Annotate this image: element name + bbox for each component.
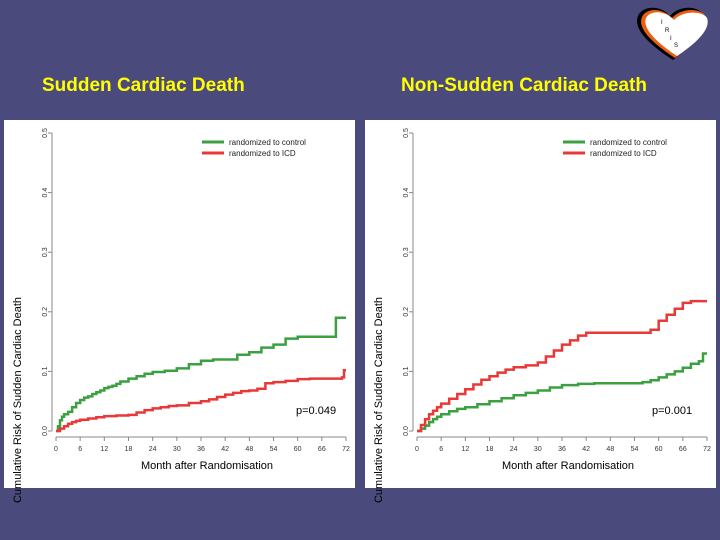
y-tick-label: 0.3 xyxy=(42,247,49,257)
chart-panel-sudden: 0.0 0.1 0.2 0.3 0.4 0.5 0 6 12 18 24 30 36 42 48 54 60 66… xyxy=(4,120,355,503)
legend-label: randomized to control xyxy=(229,138,306,147)
y-tick-label: 0.1 xyxy=(42,366,49,376)
legend-label: randomized to ICD xyxy=(229,149,296,158)
x-tick-label: 54 xyxy=(631,446,639,453)
chart-title-non-sudden: Non-Sudden Cardiac Death xyxy=(401,75,647,96)
y-tick-label: 0.3 xyxy=(403,247,410,257)
chart-title-sudden: Sudden Cardiac Death xyxy=(42,75,245,96)
x-axis-label: Month after Randomisation xyxy=(501,460,635,472)
logo-heart-white xyxy=(645,12,708,56)
logo-letter-4: S xyxy=(674,43,678,49)
y-tick-label: 0.4 xyxy=(42,188,49,198)
y-tick-label: 0.2 xyxy=(403,307,410,317)
series-line-control xyxy=(56,316,346,433)
x-tick-label: 60 xyxy=(294,446,302,453)
x-tick-label: 12 xyxy=(461,446,469,453)
x-tick-label: 30 xyxy=(534,446,542,453)
logo-letter-1: I xyxy=(661,20,663,26)
x-tick-label: 54 xyxy=(270,446,278,453)
p-value-annotation: p=0.001 xyxy=(652,405,693,417)
y-tick-label: 0.0 xyxy=(403,426,410,436)
x-tick-label: 18 xyxy=(125,446,133,453)
x-tick-label: 6 xyxy=(78,446,82,453)
x-tick-label: 24 xyxy=(149,446,157,453)
x-tick-label: 48 xyxy=(245,446,253,453)
legend-label: randomized to control xyxy=(590,138,667,147)
x-tick-label: 66 xyxy=(318,446,326,453)
x-tick-label: 72 xyxy=(703,446,711,453)
x-tick-label: 6 xyxy=(439,446,443,453)
x-tick-label: 72 xyxy=(342,446,350,453)
x-tick-label: 60 xyxy=(655,446,663,453)
y-tick-label: 0.2 xyxy=(42,307,49,317)
series-line-icd xyxy=(56,368,346,433)
plot-non-sudden: 0.0 0.1 0.2 0.3 0.4 0.5 0 6 12 18 24 30 36 42 48 54 60 66… xyxy=(403,128,711,453)
x-tick-label: 42 xyxy=(221,446,229,453)
y-tick-label: 0.5 xyxy=(42,128,49,138)
p-value-annotation: p=0.049 xyxy=(296,405,337,417)
chart-panel-non-sudden: 0.0 0.1 0.2 0.3 0.4 0.5 0 6 12 18 24 30 36 42 48 54 60 66… xyxy=(365,120,716,503)
series-line-control xyxy=(417,352,707,433)
logo-letter-2: R xyxy=(665,28,670,34)
logo-letter-3: I xyxy=(670,36,672,42)
plot-sudden: 0.0 0.1 0.2 0.3 0.4 0.5 0 6 12 18 24 30 36 42 48 54 60 66… xyxy=(42,128,350,453)
x-tick-label: 0 xyxy=(415,446,419,453)
legend-label: randomized to ICD xyxy=(590,149,657,158)
y-tick-label: 0.0 xyxy=(42,426,49,436)
iris-heart-logo: I R I S xyxy=(637,7,708,60)
x-tick-label: 36 xyxy=(558,446,566,453)
y-axis-label: Cumulative Risk of Sudden Cardiac Death xyxy=(12,296,24,504)
x-tick-label: 0 xyxy=(54,446,58,453)
x-axis-label: Month after Randomisation xyxy=(140,460,274,472)
y-axis-label: Cumulative Risk of Sudden Cardiac Death xyxy=(373,296,385,504)
x-tick-label: 66 xyxy=(679,446,687,453)
x-tick-label: 12 xyxy=(100,446,108,453)
x-tick-label: 48 xyxy=(606,446,614,453)
x-tick-label: 42 xyxy=(582,446,590,453)
x-tick-label: 18 xyxy=(486,446,494,453)
y-tick-label: 0.4 xyxy=(403,188,410,198)
series-line-icd xyxy=(417,299,707,433)
y-tick-label: 0.1 xyxy=(403,366,410,376)
x-tick-label: 24 xyxy=(510,446,518,453)
x-tick-label: 36 xyxy=(197,446,205,453)
x-tick-label: 30 xyxy=(173,446,181,453)
y-tick-label: 0.5 xyxy=(403,128,410,138)
